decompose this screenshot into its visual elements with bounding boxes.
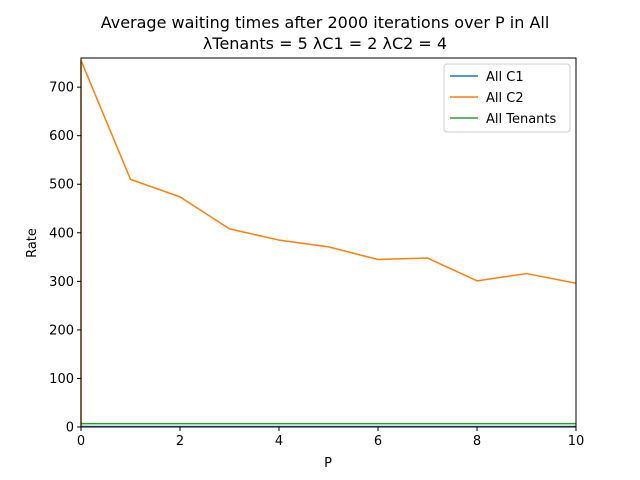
legend-entry: All C2 bbox=[486, 91, 524, 106]
legend: All C1 All C2 All Tenants bbox=[443, 63, 571, 133]
series-line-all-c2 bbox=[80, 59, 577, 427]
x-tick-label: 6 bbox=[374, 434, 382, 449]
x-tick-label: 10 bbox=[568, 434, 585, 449]
plot-frame bbox=[80, 57, 577, 428]
x-tick-label: 4 bbox=[275, 434, 283, 449]
y-tick-label: 700 bbox=[49, 81, 74, 96]
chart-title: Average waiting times after 2000 iterati… bbox=[101, 13, 550, 32]
x-axis-label: P bbox=[324, 456, 332, 471]
x-tick-label: 2 bbox=[176, 434, 184, 449]
y-tick-label: 100 bbox=[49, 372, 74, 387]
chart-subtitle: λTenants = 5 λC1 = 2 λC2 = 4 bbox=[203, 34, 447, 53]
x-tick-label: 8 bbox=[473, 434, 481, 449]
legend-entry: All Tenants bbox=[486, 112, 557, 127]
y-tick-label: 300 bbox=[49, 275, 74, 290]
legend-box bbox=[443, 63, 571, 133]
y-tick-label: 400 bbox=[49, 226, 74, 241]
y-tick-label: 600 bbox=[49, 129, 74, 144]
legend-entry: All C1 bbox=[486, 70, 524, 85]
y-tick-label: 200 bbox=[49, 323, 74, 338]
y-tick-label: 500 bbox=[49, 178, 74, 193]
x-tick-label: 0 bbox=[77, 434, 85, 449]
y-tick-label: 0 bbox=[66, 421, 74, 436]
y-axis-label: Rate bbox=[25, 228, 40, 258]
